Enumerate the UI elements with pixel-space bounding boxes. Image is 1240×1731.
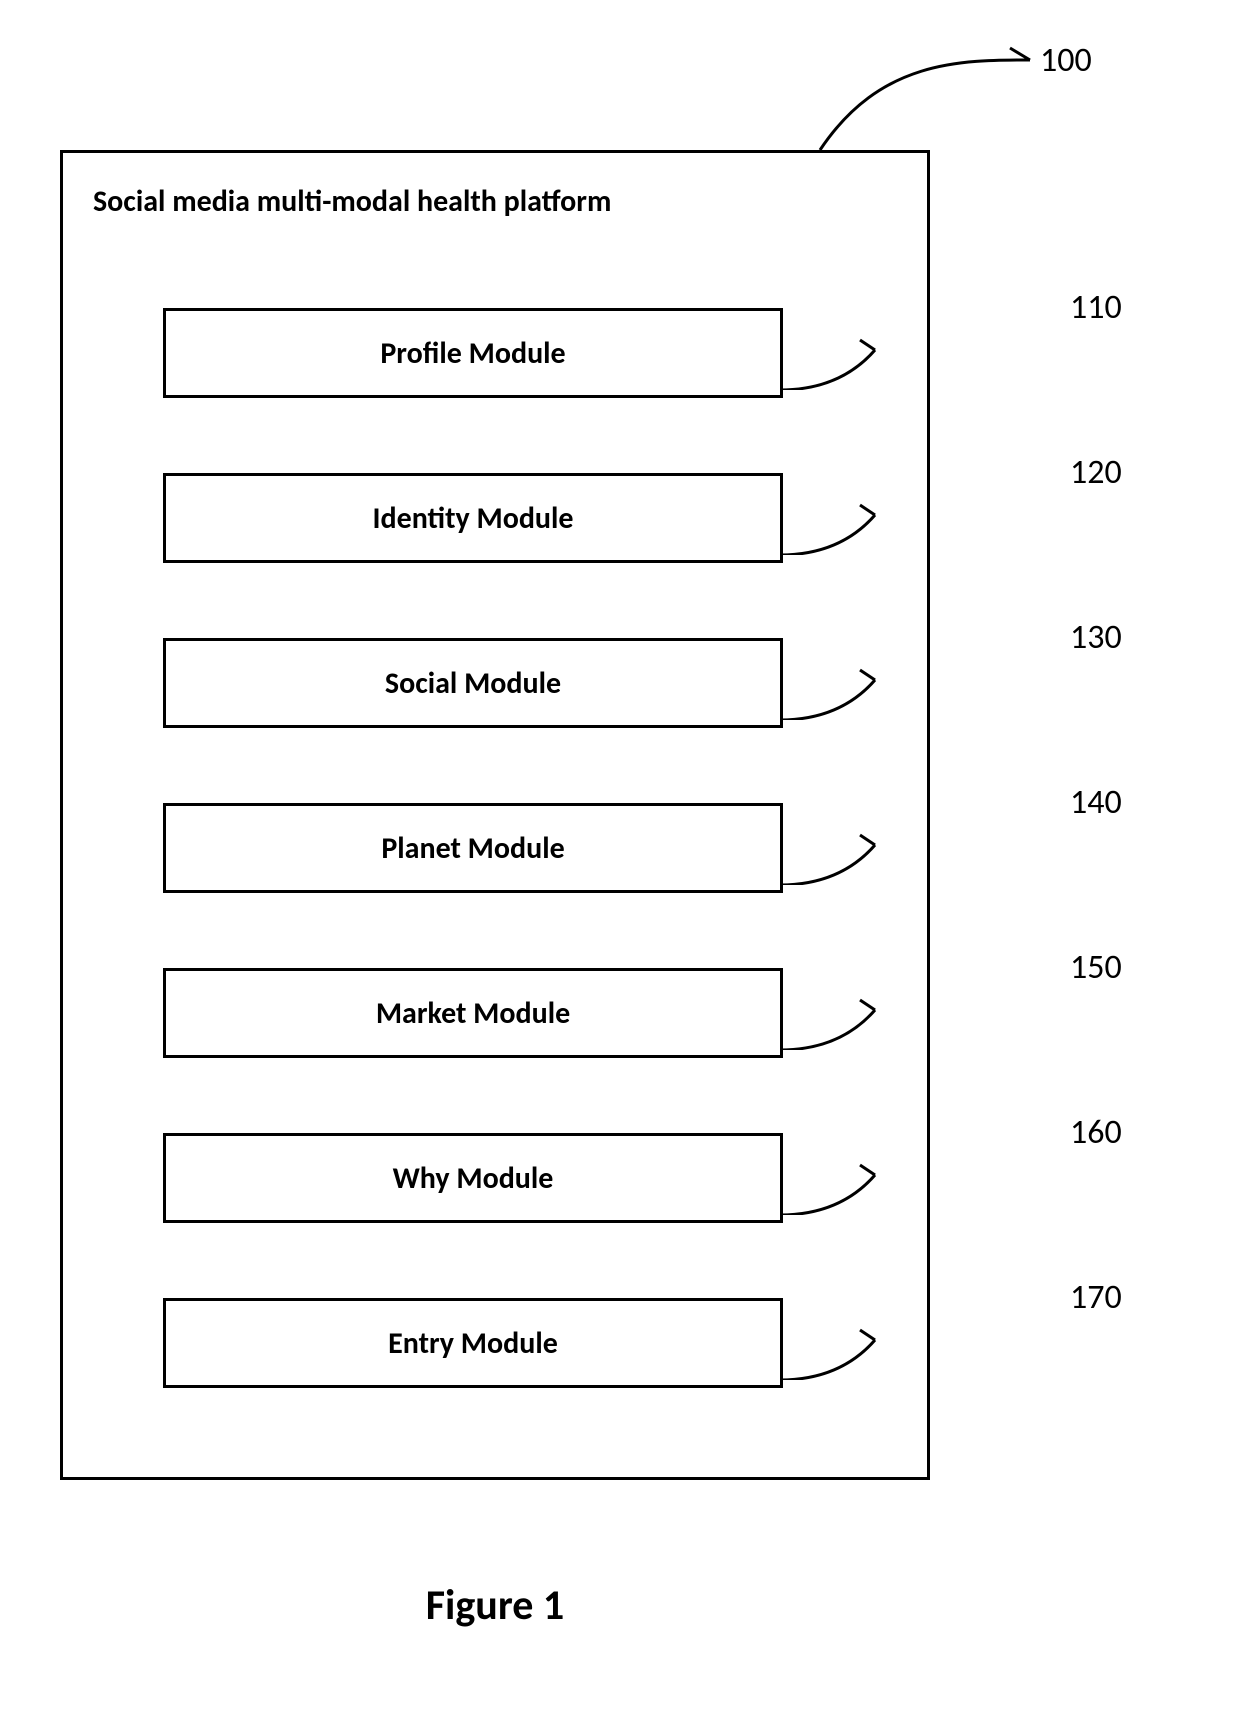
module-ref-line <box>780 1280 980 1380</box>
module-label: Planet Module <box>381 830 564 867</box>
module-ref-label: 170 <box>1070 1277 1122 1318</box>
module-box: Why Module <box>163 1133 783 1223</box>
module-label: Profile Module <box>380 335 565 372</box>
figure-caption: Figure 1 <box>0 1580 990 1631</box>
module-label: Identity Module <box>373 500 574 537</box>
module-label: Why Module <box>393 1160 554 1197</box>
module-ref-line <box>780 620 980 720</box>
module-box: Entry Module <box>163 1298 783 1388</box>
module-ref-label: 150 <box>1070 947 1122 988</box>
module-label: Market Module <box>376 995 570 1032</box>
module-box: Identity Module <box>163 473 783 563</box>
module-label: Entry Module <box>388 1325 558 1362</box>
module-ref-label: 160 <box>1070 1112 1122 1153</box>
module-ref-label: 110 <box>1070 287 1122 328</box>
container-ref-line <box>0 0 1240 200</box>
module-ref-label: 130 <box>1070 617 1122 658</box>
module-ref-label: 120 <box>1070 452 1122 493</box>
module-ref-line <box>780 950 980 1050</box>
module-box: Planet Module <box>163 803 783 893</box>
module-ref-line <box>780 785 980 885</box>
module-box: Market Module <box>163 968 783 1058</box>
module-ref-label: 140 <box>1070 782 1122 823</box>
module-ref-line <box>780 1115 980 1215</box>
module-ref-line <box>780 290 980 390</box>
module-box: Profile Module <box>163 308 783 398</box>
module-label: Social Module <box>385 665 561 702</box>
module-ref-line <box>780 455 980 555</box>
module-box: Social Module <box>163 638 783 728</box>
